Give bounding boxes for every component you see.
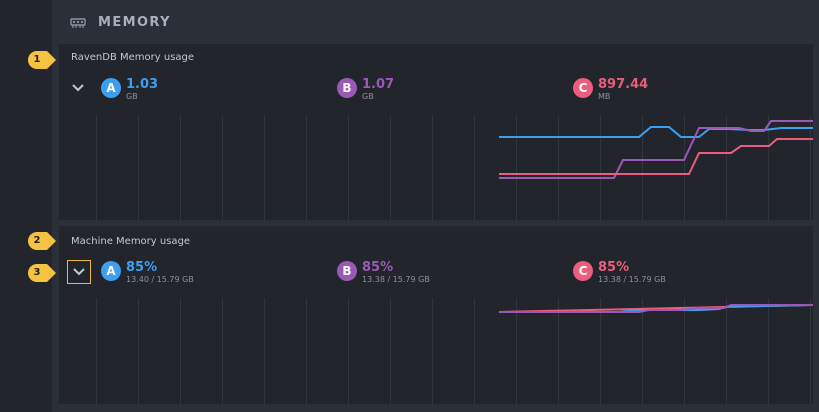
grid-line (180, 116, 181, 220)
grid-line (96, 116, 97, 220)
grid-line (684, 116, 685, 220)
callout-marker-3: 3 (27, 263, 56, 283)
grid-line (516, 116, 517, 220)
ravendb-memory-card: RavenDB Memory usage A 1.03 GB B 1.07 GB… (59, 44, 813, 220)
grid-line (768, 298, 769, 404)
grid-line (516, 298, 517, 404)
chart-grid (59, 116, 813, 220)
grid-line (306, 116, 307, 220)
grid-line (558, 116, 559, 220)
badge-c: C (573, 261, 593, 281)
grid-line (264, 116, 265, 220)
grid-line (726, 298, 727, 404)
grid-line (432, 116, 433, 220)
callout-number: 3 (33, 267, 41, 278)
collapse-toggle[interactable] (67, 260, 91, 284)
grid-line (222, 116, 223, 220)
section-header: MEMORY (70, 8, 171, 36)
grid-line (222, 298, 223, 404)
section-title: MEMORY (98, 14, 171, 30)
legend-item-b: B 85% 13.38 / 15.79 GB (337, 261, 430, 285)
legend-value: 85% (598, 260, 630, 275)
grid-line (180, 298, 181, 404)
grid-line (138, 298, 139, 404)
grid-line (474, 116, 475, 220)
grid-line (642, 116, 643, 220)
legend-unit: GB (126, 92, 138, 101)
legend-value: 85% (126, 260, 158, 275)
card-title: RavenDB Memory usage (71, 52, 195, 63)
legend-item-c: C 897.44 MB (573, 78, 648, 102)
grid-line (810, 116, 811, 220)
callout-marker-1: 1 (27, 50, 56, 70)
legend-item-c: C 85% 13.38 / 15.79 GB (573, 261, 666, 285)
grid-line (264, 298, 265, 404)
legend-usage: 13.38 / 15.79 GB (362, 275, 430, 284)
callout-number: 1 (33, 54, 41, 65)
grid-line (726, 116, 727, 220)
legend-item-a: A 1.03 GB (101, 78, 158, 102)
grid-line (390, 298, 391, 404)
series-line-c (499, 138, 813, 175)
series-line-b (499, 120, 813, 179)
legend-unit: GB (362, 92, 374, 101)
grid-line (96, 298, 97, 404)
card-title: Machine Memory usage (71, 236, 191, 247)
badge-b: B (337, 261, 357, 281)
machine-memory-card: Machine Memory usage A 85% 13.40 / 15.79… (59, 226, 813, 404)
badge-a: A (101, 78, 121, 98)
grid-line (600, 116, 601, 220)
grid-line (432, 298, 433, 404)
chevron-down-icon (73, 268, 85, 276)
badge-b: B (337, 78, 357, 98)
legend-usage: 13.40 / 15.79 GB (126, 275, 194, 284)
legend-unit: MB (598, 92, 611, 101)
grid-line (306, 298, 307, 404)
legend-item-b: B 1.07 GB (337, 78, 394, 102)
legend-value: 897.44 (598, 77, 649, 92)
series-line-a (499, 126, 813, 138)
badge-a: A (101, 261, 121, 281)
grid-line (348, 116, 349, 220)
grid-line (600, 298, 601, 404)
grid-line (390, 116, 391, 220)
grid-line (474, 298, 475, 404)
callout-number: 2 (33, 235, 41, 246)
legend-value: 1.03 (126, 77, 159, 92)
grid-line (810, 298, 811, 404)
memory-chip-icon (70, 13, 86, 32)
callout-marker-2: 2 (27, 231, 56, 251)
grid-line (348, 298, 349, 404)
machine-chart (498, 304, 813, 313)
grid-line (768, 116, 769, 220)
grid-line (138, 116, 139, 220)
badge-c: C (573, 78, 593, 98)
legend-item-a: A 85% 13.40 / 15.79 GB (101, 261, 194, 285)
chart-grid (59, 298, 813, 404)
legend-value: 85% (362, 260, 394, 275)
ravendb-chart (499, 120, 813, 179)
grid-line (558, 298, 559, 404)
series-line-b (499, 304, 813, 313)
grid-line (642, 298, 643, 404)
chevron-down-icon (72, 84, 84, 92)
legend-value: 1.07 (362, 77, 395, 92)
collapse-toggle[interactable] (68, 78, 88, 98)
grid-line (684, 298, 685, 404)
legend-usage: 13.38 / 15.79 GB (598, 275, 666, 284)
